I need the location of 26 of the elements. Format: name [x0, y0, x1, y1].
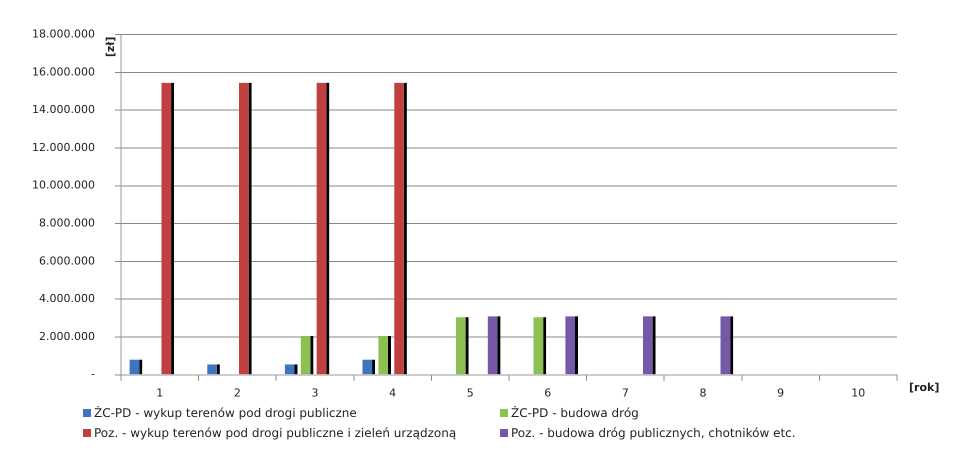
- x-tick-label: 1: [156, 386, 164, 400]
- y-tick-label: 10.000.000: [32, 178, 95, 192]
- x-axis-title: [rok]: [909, 381, 940, 394]
- y-tick-label: 16.000.000: [32, 65, 95, 78]
- y-tick-label: 2.000.000: [38, 330, 95, 343]
- y-tick-label: 18.000.000: [32, 27, 95, 40]
- x-tick-label: 7: [622, 386, 629, 400]
- legend-label: ŻC-PD - wykup terenów pod drogi publiczne: [94, 406, 357, 420]
- y-axis-title: [zł]: [104, 36, 117, 58]
- x-tick-label: 10: [851, 386, 866, 400]
- x-tick-label: 4: [389, 386, 396, 400]
- x-tick-label: 3: [311, 386, 318, 400]
- legend-label: Poz. - wykup terenów pod drogi publiczne i zieleń urządzoną: [94, 426, 456, 440]
- legend-label: ŻC-PD - budowa dróg: [511, 406, 639, 420]
- y-tick-label: 8.000.000: [38, 216, 95, 230]
- y-tick-label: -: [90, 368, 95, 381]
- x-tick-label: 8: [699, 386, 706, 400]
- x-tick-label: 5: [466, 386, 474, 400]
- x-tick-label: 6: [544, 386, 552, 400]
- x-tick-label: 9: [777, 386, 784, 400]
- y-tick-label: 14.000.000: [32, 103, 95, 116]
- x-tick-label: 2: [234, 386, 241, 400]
- y-tick-label: 12.000.000: [32, 140, 95, 154]
- y-tick-label: 4.000.000: [38, 292, 95, 306]
- legend-label: Poz. - budowa dróg publicznych, chotników etc.: [511, 426, 796, 440]
- y-tick-label: 6.000.000: [38, 254, 95, 268]
